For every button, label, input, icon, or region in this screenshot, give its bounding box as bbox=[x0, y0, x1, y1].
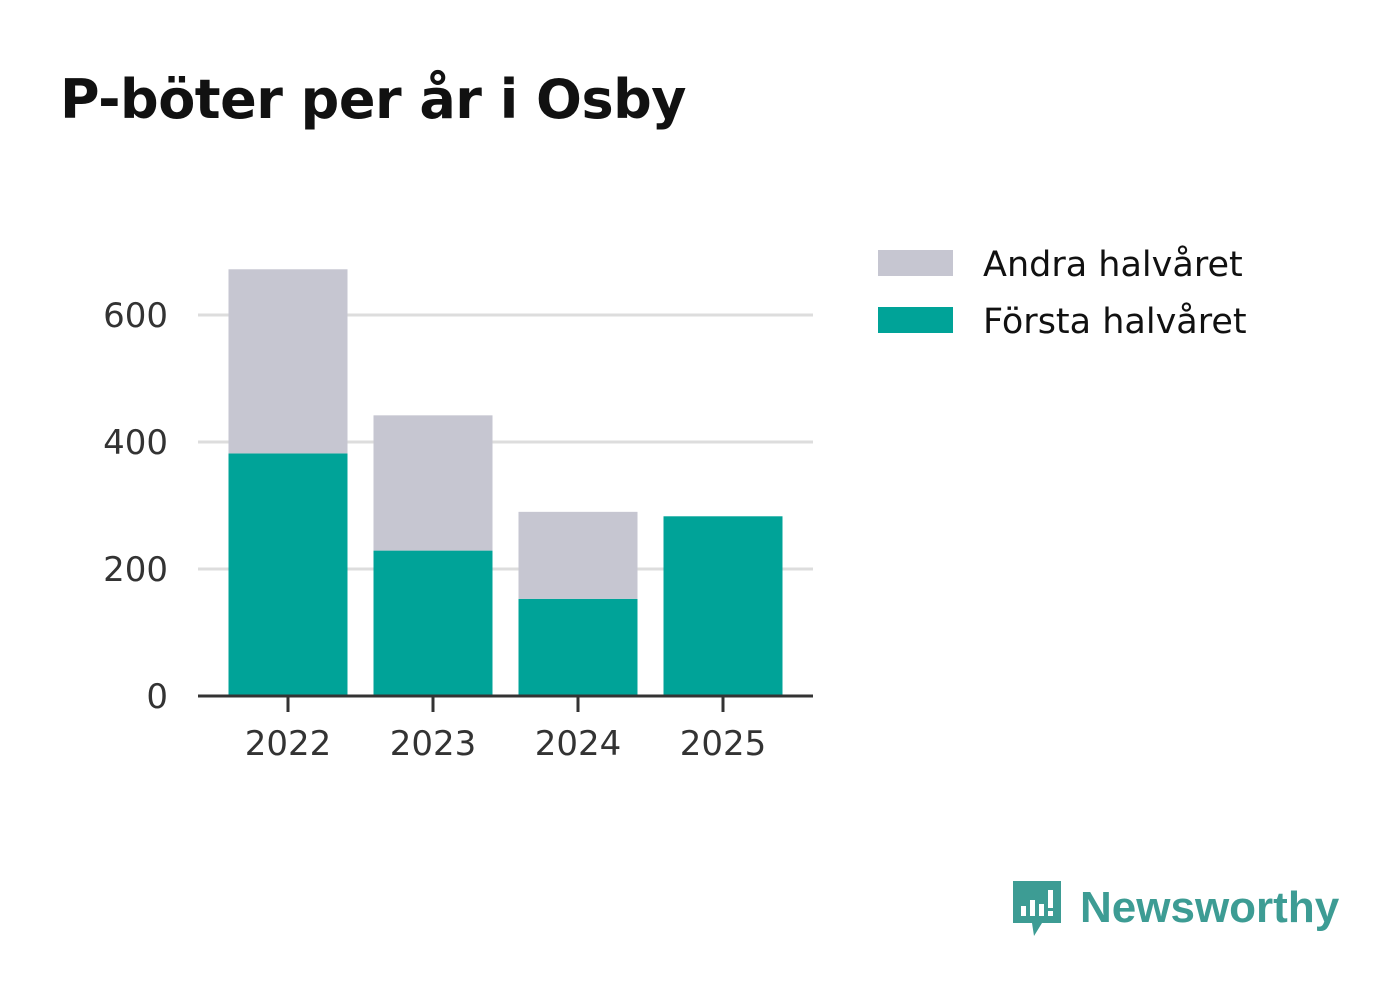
y-tick-label: 0 bbox=[146, 677, 168, 717]
brand-logo: Newsworthy bbox=[1010, 878, 1339, 938]
legend-swatch-1 bbox=[878, 307, 953, 333]
newsworthy-logo-icon bbox=[1013, 881, 1061, 936]
legend-label: Första halvåret bbox=[983, 301, 1247, 342]
bar-2023-andra bbox=[373, 415, 493, 551]
x-tick-label: 2023 bbox=[390, 724, 477, 764]
y-tick-label: 600 bbox=[103, 296, 168, 336]
x-tick-label: 2024 bbox=[535, 724, 622, 764]
y-tick-label: 200 bbox=[103, 550, 168, 590]
legend: Andra halvåret Första halvåret bbox=[878, 244, 1247, 342]
bar-2024-forsta bbox=[518, 598, 638, 696]
x-tick-label: 2022 bbox=[245, 724, 332, 764]
y-tick-label: 400 bbox=[103, 423, 168, 463]
bar-2022-forsta bbox=[228, 453, 348, 696]
bar-2024-andra bbox=[518, 511, 638, 599]
legend-label: Andra halvåret bbox=[983, 244, 1243, 285]
chart-title: P-böter per år i Osby bbox=[60, 68, 686, 131]
bars bbox=[228, 269, 783, 696]
brand-name: Newsworthy bbox=[1080, 883, 1340, 932]
bar-2025-forsta bbox=[663, 516, 783, 696]
bar-2023-forsta bbox=[373, 550, 493, 696]
legend-swatch-0 bbox=[878, 250, 953, 276]
x-tick-label: 2025 bbox=[680, 724, 767, 764]
axes: 0 200 400 600 2022 2023 2024 2025 bbox=[103, 296, 813, 764]
bar-2022-andra bbox=[228, 269, 348, 454]
